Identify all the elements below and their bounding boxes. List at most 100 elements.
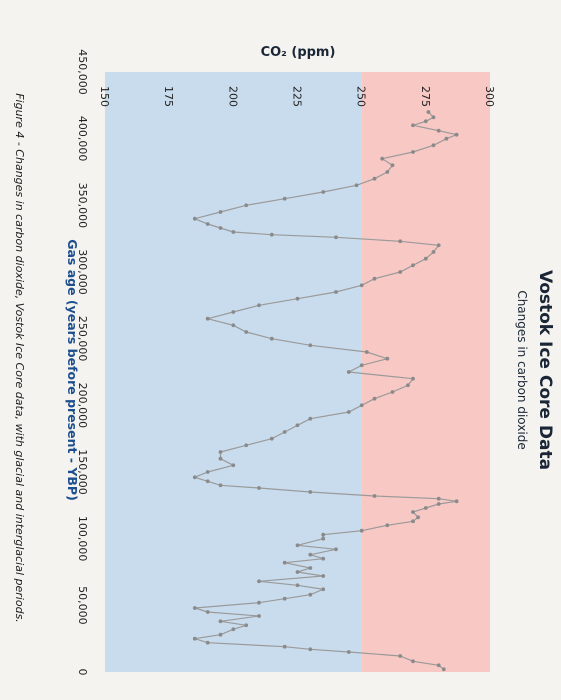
data-point xyxy=(321,587,326,592)
data-point xyxy=(192,475,197,480)
y-tick-label: 275 xyxy=(419,86,432,107)
x-tick-label: 100,000 xyxy=(76,516,89,562)
data-point xyxy=(192,636,197,641)
data-point xyxy=(205,610,210,614)
data-point xyxy=(282,596,287,601)
data-point xyxy=(244,623,249,628)
data-point xyxy=(231,323,236,328)
data-point xyxy=(218,483,223,488)
data-point xyxy=(218,619,223,624)
data-point xyxy=(385,356,390,361)
data-point xyxy=(444,136,449,141)
data-point xyxy=(372,176,377,181)
data-point xyxy=(441,667,446,672)
chart-subtitle: Changes in carbon dioxide xyxy=(515,290,529,449)
data-point xyxy=(334,547,338,552)
data-point xyxy=(308,490,313,494)
x-tick-labels: 450,000 400,000 350,000 300,000 250,000 200,0… xyxy=(76,49,89,675)
data-point xyxy=(269,336,274,341)
x-tick-label: 150,000 xyxy=(76,449,89,495)
data-point xyxy=(359,403,364,408)
data-point xyxy=(416,515,420,520)
interglacial-band xyxy=(361,72,490,672)
y-tick-label: 200 xyxy=(226,86,239,107)
data-point xyxy=(423,506,428,510)
figure-caption: Figure 4 - Changes in carbon dioxide, Vo… xyxy=(13,93,26,623)
data-point xyxy=(411,376,415,381)
data-point xyxy=(308,647,313,652)
data-point xyxy=(295,543,300,548)
data-point xyxy=(321,532,326,537)
series-layer xyxy=(192,110,459,672)
data-point xyxy=(295,423,300,428)
data-point xyxy=(411,659,415,664)
data-point xyxy=(231,463,236,468)
data-point xyxy=(218,450,223,454)
data-point xyxy=(257,303,261,308)
y-tick-label: 300 xyxy=(483,86,496,107)
x-axis-label: Gas age (years before present - YBP) xyxy=(65,239,80,501)
data-point xyxy=(218,632,223,637)
data-point xyxy=(431,143,436,148)
data-point xyxy=(308,552,313,557)
data-point xyxy=(282,644,287,649)
data-point xyxy=(346,370,351,374)
data-point xyxy=(295,583,300,588)
data-point xyxy=(231,627,236,632)
data-point xyxy=(398,270,403,274)
data-point xyxy=(372,276,377,281)
data-point xyxy=(431,250,436,254)
data-point xyxy=(411,510,415,514)
data-point xyxy=(454,132,459,137)
data-point xyxy=(205,479,210,484)
data-point xyxy=(269,232,274,237)
y-tick-label: 150 xyxy=(98,86,111,107)
data-point xyxy=(436,496,441,501)
data-point xyxy=(231,230,236,234)
data-point xyxy=(364,350,369,354)
y-tick-label: 175 xyxy=(162,86,175,107)
x-tick-label: 200,000 xyxy=(76,383,89,429)
data-point xyxy=(436,663,441,668)
data-point xyxy=(257,486,261,490)
data-point xyxy=(192,606,197,610)
data-point xyxy=(321,556,326,561)
chart-title: Vostok Ice Core Data xyxy=(535,270,555,470)
data-point xyxy=(205,316,210,321)
data-point xyxy=(244,443,249,448)
data-point xyxy=(244,330,249,334)
data-point xyxy=(308,343,313,348)
data-point xyxy=(372,494,377,498)
data-point xyxy=(436,243,441,248)
x-tick-label: 300,000 xyxy=(76,249,89,295)
data-point xyxy=(411,263,415,268)
y-tick-labels: 150 175 200 225 250 275 300 xyxy=(98,86,496,107)
x-tick-label: 250,000 xyxy=(76,316,89,362)
data-point xyxy=(411,123,415,128)
data-point xyxy=(321,574,326,578)
data-point xyxy=(411,150,415,154)
data-point xyxy=(436,128,441,133)
data-point xyxy=(346,410,351,414)
data-point xyxy=(321,190,326,194)
data-point xyxy=(334,235,338,240)
data-point xyxy=(334,290,338,294)
data-point xyxy=(436,502,441,506)
x-tick-label: 350,000 xyxy=(76,183,89,229)
data-point xyxy=(218,210,223,214)
data-point xyxy=(359,283,364,288)
data-point xyxy=(359,528,364,533)
glacial-band xyxy=(105,72,362,672)
data-point xyxy=(192,216,197,221)
y-tick-label: 250 xyxy=(355,86,368,107)
data-point xyxy=(390,390,395,394)
x-tick-label: 450,000 xyxy=(76,49,89,95)
data-point xyxy=(257,579,261,584)
data-point xyxy=(346,650,351,654)
data-point xyxy=(398,654,403,658)
data-point xyxy=(257,614,261,618)
data-point xyxy=(218,226,223,230)
x-tick-label: 0 xyxy=(76,669,89,676)
